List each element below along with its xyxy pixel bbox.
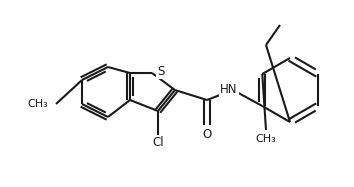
Text: Cl: Cl [152,137,164,149]
Text: CH₃: CH₃ [27,99,48,109]
Text: O: O [202,128,212,140]
Text: HN: HN [220,82,238,96]
Text: S: S [157,65,164,77]
Text: CH₃: CH₃ [256,134,276,144]
